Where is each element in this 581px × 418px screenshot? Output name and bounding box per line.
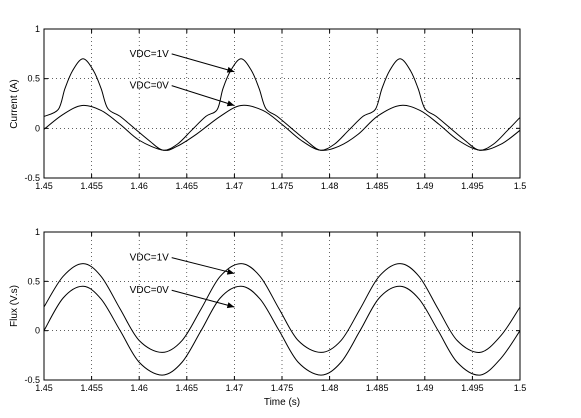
current-series-vdc-0v	[43, 104, 521, 151]
flux-x-tick-label: 1.49	[416, 383, 434, 393]
flux-x-tick-label: 1.45	[35, 383, 53, 393]
current-x-tick-label: 1.475	[271, 181, 294, 191]
flux-x-axis-label: Time (s)	[264, 397, 300, 408]
flux-y-tick-label: -0.5	[24, 375, 40, 385]
flux-x-tick-label: 1.46	[130, 383, 148, 393]
current-annotation-label: VDC=0V	[130, 81, 170, 92]
flux-annotation-arrowhead	[226, 302, 235, 309]
flux-y-tick-label: 0	[35, 326, 40, 336]
current-x-tick-label: 1.5	[514, 181, 527, 191]
flux-x-tick-label: 1.5	[514, 383, 527, 393]
flux-annotations: VDC=1V VDC=0V	[130, 253, 235, 309]
flux-annotation-label: VDC=1V	[130, 253, 170, 264]
current-annotation-arrowhead	[226, 100, 235, 107]
flux-x-tick-label: 1.485	[366, 383, 389, 393]
current-y-tick-label: 0	[35, 123, 40, 133]
current-ticks: 1.45 1.455 1.46 1.465 1.47 1.475 1.48 1.485 1.49…	[24, 24, 526, 191]
flux-annotation-arrow	[171, 257, 235, 274]
current-grid	[44, 29, 520, 178]
current-x-tick-label: 1.465	[176, 181, 199, 191]
flux-plot-frame	[43, 231, 521, 381]
flux-annotation-arrowhead	[226, 268, 235, 275]
current-annotation-arrow	[171, 53, 235, 73]
current-x-tick-label: 1.48	[321, 181, 339, 191]
current-y-tick-label: -0.5	[24, 173, 40, 183]
flux-x-tick-label: 1.475	[271, 383, 294, 393]
flux-x-tick-label: 1.465	[176, 383, 199, 393]
flux-x-tick-label: 1.48	[321, 383, 339, 393]
current-annotations: VDC=1V VDC=0V	[130, 49, 235, 107]
flux-y-tick-label: 0.5	[27, 276, 40, 286]
current-x-tick-label: 1.49	[416, 181, 434, 191]
flux-series-group	[43, 263, 521, 376]
flux-x-tick-label: 1.455	[80, 383, 103, 393]
current-x-tick-label: 1.495	[461, 181, 484, 191]
current-annotation-label: VDC=1V	[130, 49, 170, 60]
current-series-group	[43, 58, 521, 151]
current-y-axis-label: Current (A)	[9, 79, 20, 128]
current-x-tick-label: 1.46	[130, 181, 148, 191]
current-annotation-arrow	[171, 85, 235, 106]
current-series-vdc-1v	[43, 58, 521, 151]
flux-ticks: 1.45 1.455 1.46 1.465 1.47 1.475 1.48 1.485 1.49…	[24, 227, 526, 393]
current-y-tick-label: 1	[35, 24, 40, 34]
current-plot-frame	[43, 28, 521, 179]
current-x-tick-label: 1.485	[366, 181, 389, 191]
flux-series-vdc-1v	[43, 263, 521, 353]
flux-annotation-arrow	[171, 289, 235, 308]
flux-x-tick-label: 1.495	[461, 383, 484, 393]
flux-annotation-label: VDC=0V	[130, 285, 170, 296]
current-plot: 1.45 1.455 1.46 1.465 1.47 1.475 1.48 1.485 1.49…	[9, 24, 526, 191]
current-x-tick-label: 1.45	[35, 181, 53, 191]
current-y-tick-label: 0.5	[27, 74, 40, 84]
flux-series-vdc-0v	[43, 285, 521, 376]
current-x-tick-label: 1.47	[226, 181, 244, 191]
flux-x-tick-label: 1.47	[226, 383, 244, 393]
flux-plot: 1.45 1.455 1.46 1.465 1.47 1.475 1.48 1.485 1.49…	[9, 227, 526, 408]
current-annotation-arrowhead	[226, 66, 235, 73]
flux-y-axis-label: Flux (V.s)	[9, 285, 20, 327]
flux-y-tick-label: 1	[35, 227, 40, 237]
current-x-tick-label: 1.455	[80, 181, 103, 191]
flux-grid	[44, 232, 520, 380]
